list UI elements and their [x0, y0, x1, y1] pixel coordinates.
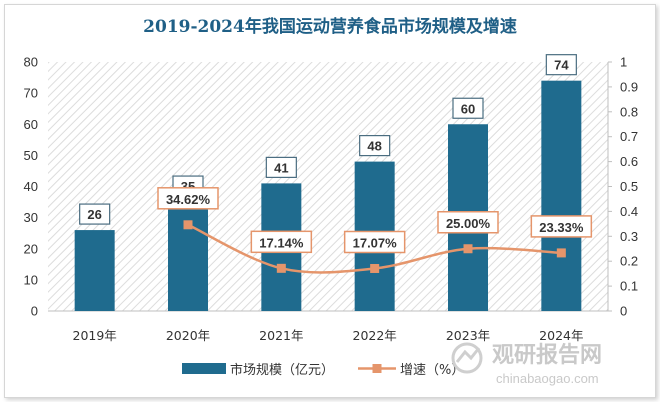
left-y-tick-label: 30: [24, 210, 38, 225]
bar-value-label: 60: [461, 101, 475, 116]
bar: [168, 202, 208, 311]
growth-value-label-box: [343, 230, 406, 254]
growth-value-label: 17.14%: [259, 235, 304, 250]
left-y-tick-label: 70: [24, 86, 38, 101]
growth-value-label-box: [437, 211, 499, 234]
bar-value-label: 26: [87, 207, 101, 222]
x-tick-label: 2020年: [166, 328, 210, 343]
bar-value-label-box: [265, 156, 297, 178]
bar: [74, 230, 115, 311]
right-y-tick-label: 0.4: [620, 204, 638, 219]
legend-label-bar: 市场规模（亿元）: [230, 362, 334, 378]
right-y-tick-label: 0: [620, 304, 627, 319]
growth-value-label-box: [530, 215, 593, 238]
growth-value-label: 25.00%: [446, 216, 491, 231]
left-y-tick-label: 60: [24, 117, 38, 132]
growth-value-label: 17.07%: [353, 235, 398, 250]
right-y-tick-label: 0.9: [620, 79, 638, 94]
growth-point: [183, 220, 193, 230]
x-tick-label: 2023年: [446, 328, 490, 343]
left-y-tick-label: 80: [24, 55, 38, 70]
legend-label-line: 增速（%）: [400, 363, 464, 378]
plot-area-background: [48, 62, 608, 311]
right-y-tick-label: 0.2: [620, 254, 638, 269]
growth-value-label: 23.33%: [539, 220, 584, 235]
bar-value-label-box: [545, 54, 577, 76]
bar: [541, 80, 582, 311]
right-y-tick-label: 1: [620, 55, 627, 70]
x-tick-label: 2022年: [353, 328, 397, 343]
bar-value-label-box: [79, 203, 111, 225]
bar-value-label-box: [359, 135, 391, 157]
growth-point: [276, 263, 286, 273]
right-y-tick-label: 0.5: [620, 179, 638, 194]
bar-value-label-box: [452, 97, 484, 119]
watermark-cn: 观研报告网: [492, 343, 602, 368]
watermark: 观研报告网 chinabaogao.com: [451, 342, 602, 386]
bar-value-label: 41: [274, 160, 288, 175]
legend-swatch-bar: [182, 363, 226, 374]
growth-value-label: 34.62%: [166, 192, 211, 207]
left-y-tick-label: 10: [24, 272, 38, 287]
growth-point: [370, 263, 380, 273]
x-tick-label: 2019年: [73, 328, 117, 343]
growth-value-label-box: [250, 230, 313, 254]
x-tick-label: 2021年: [259, 328, 303, 343]
right-y-tick-label: 0.7: [620, 129, 638, 144]
watermark-en: chinabaogao.com: [496, 371, 599, 386]
watermark-logo-icon: [451, 342, 483, 374]
chart-title: 2019-2024年我国运动营养食品市场规模及增速: [143, 17, 517, 37]
left-y-tick-label: 50: [24, 148, 38, 163]
bar-value-label: 74: [554, 58, 569, 73]
left-y-tick-label: 0: [31, 304, 38, 319]
right-y-tick-label: 0.3: [620, 229, 638, 244]
legend-swatch-marker: [372, 364, 382, 373]
right-y-tick-label: 0.1: [620, 279, 638, 294]
growth-point: [463, 244, 473, 254]
bar-value-label: 48: [367, 139, 381, 154]
growth-point: [556, 248, 566, 258]
left-y-tick-label: 40: [24, 179, 38, 194]
left-y-tick-label: 20: [24, 241, 38, 256]
right-y-tick-label: 0.8: [620, 104, 638, 119]
growth-value-label-box: [157, 187, 219, 210]
right-y-tick-label: 0.6: [620, 154, 638, 169]
x-tick-label: 2024年: [539, 328, 583, 343]
